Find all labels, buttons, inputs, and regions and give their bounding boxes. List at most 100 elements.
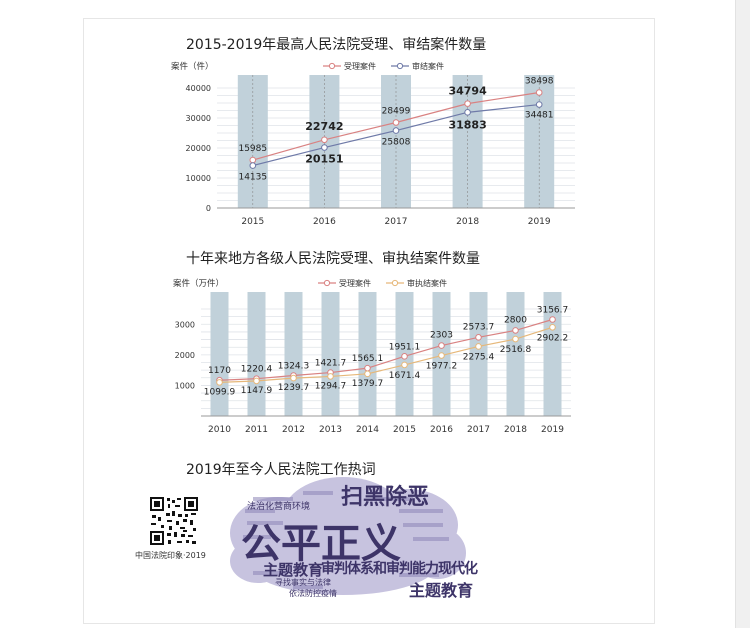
data-point xyxy=(549,323,556,331)
y-axis-label: 案件（件） xyxy=(171,61,214,72)
qr-caption: 中国法院印象·2019 xyxy=(135,551,206,560)
data-point xyxy=(401,353,408,360)
y-tick-label: 40000 xyxy=(186,84,211,93)
bar xyxy=(247,292,266,416)
data-point xyxy=(401,361,408,369)
data-label: 34794 xyxy=(448,85,487,98)
chart2-title: 十年来地方各级人民法院受理、审执结案件数量 xyxy=(186,251,480,267)
wordcloud-word: 扫黑除恶 xyxy=(341,484,430,510)
page-scrollbar[interactable] xyxy=(735,0,750,628)
data-label: 1147.9 xyxy=(241,386,273,396)
series-line xyxy=(219,326,553,383)
qr-code-icon xyxy=(150,497,198,545)
data-point xyxy=(392,119,400,126)
chart2: 1000 2000 3000 2010 2011 2012 2013 2014 2015 2016… xyxy=(173,278,571,435)
data-label: 1379.7 xyxy=(352,379,384,389)
data-point xyxy=(249,156,257,164)
data-point xyxy=(549,316,556,323)
data-point xyxy=(475,343,482,350)
x-tick-label: 2019 xyxy=(528,217,551,227)
x-tick-label: 2018 xyxy=(456,217,479,227)
wordcloud-word: 法治化营商环境 xyxy=(247,502,311,512)
x-tick-label: 2013 xyxy=(319,425,342,435)
qr-code[interactable] xyxy=(150,497,198,545)
x-tick-label: 2010 xyxy=(208,425,231,435)
data-label: 2902.2 xyxy=(537,333,569,343)
x-tick-label: 2011 xyxy=(245,425,268,435)
legend-entry: 受理案件 xyxy=(344,61,376,71)
data-point xyxy=(512,335,519,343)
bar xyxy=(469,292,488,416)
x-tick-label: 2018 xyxy=(504,425,527,435)
data-label: 1239.7 xyxy=(278,383,310,393)
bar xyxy=(321,292,340,416)
data-label: 1170 xyxy=(208,366,231,376)
data-point xyxy=(321,144,328,151)
data-label: 1324.3 xyxy=(278,362,310,372)
word-cloud-background xyxy=(230,477,466,595)
data-point xyxy=(249,162,257,169)
y-tick-label: 0 xyxy=(206,204,211,213)
x-tick-label: 2016 xyxy=(430,425,453,435)
x-tick-label: 2015 xyxy=(393,425,416,435)
data-label: 31883 xyxy=(448,118,486,131)
wordcloud-word: 寻找事实与法律 xyxy=(275,578,331,587)
data-point xyxy=(438,342,445,349)
data-label: 14135 xyxy=(238,173,267,183)
wordcloud-word-big: 公平正义 xyxy=(241,520,401,567)
bar xyxy=(524,75,555,208)
x-tick-label: 2016 xyxy=(313,217,336,227)
chart1: 0 10000 20000 30000 40000 2015 2016 2017 2018 201… xyxy=(171,61,575,227)
series-line xyxy=(219,318,553,381)
data-label: 28499 xyxy=(382,107,411,117)
data-point xyxy=(392,127,400,134)
data-point xyxy=(253,377,260,385)
data-label: 1977.2 xyxy=(426,362,458,372)
data-label: 2516.8 xyxy=(500,345,532,355)
bar xyxy=(452,75,483,208)
data-label: 1951.1 xyxy=(389,342,421,352)
data-label: 2303 xyxy=(430,331,453,341)
y-tick-label: 3000 xyxy=(175,320,195,329)
data-point xyxy=(464,100,471,107)
chart1-title: 2015-2019年最高人民法院受理、审结案件数量 xyxy=(186,37,487,53)
x-tick-label: 2019 xyxy=(541,425,564,435)
legend-entry: 受理案件 xyxy=(339,278,371,288)
data-label: 1220.4 xyxy=(241,365,273,375)
legend-entry: 审结案件 xyxy=(412,61,444,71)
x-tick-label: 2017 xyxy=(385,217,408,227)
data-label: 2275.4 xyxy=(463,352,495,362)
data-point xyxy=(321,136,328,144)
word-cloud: 公平正义 扫黑除恶 主题教育 审判体系和审判能力现代化 主题教育 法治化营商环境… xyxy=(223,475,478,603)
data-label: 22742 xyxy=(305,120,343,133)
data-label: 20151 xyxy=(305,153,343,166)
data-label: 1671.4 xyxy=(389,371,421,381)
data-point xyxy=(475,334,482,341)
legend-marker xyxy=(328,62,336,70)
data-point xyxy=(364,364,371,372)
data-point xyxy=(535,101,543,108)
data-point xyxy=(290,374,297,382)
data-point xyxy=(364,370,371,378)
legend-marker xyxy=(323,279,331,287)
bar xyxy=(381,75,411,208)
data-label: 2800 xyxy=(504,315,527,325)
data-label: 1421.7 xyxy=(315,359,347,369)
bar xyxy=(237,75,268,208)
data-label: 38498 xyxy=(525,77,554,87)
data-label: 3156.7 xyxy=(537,305,569,315)
bar xyxy=(210,292,229,416)
bar xyxy=(506,292,525,416)
x-tick-label: 2015 xyxy=(241,217,264,227)
legend-marker xyxy=(396,62,404,70)
bar xyxy=(284,292,303,416)
y-tick-label: 2000 xyxy=(175,351,195,360)
data-label: 1099.9 xyxy=(204,387,236,397)
bar xyxy=(358,292,377,416)
data-label: 1294.7 xyxy=(315,381,347,391)
data-label: 1565.1 xyxy=(352,354,384,364)
data-label: 15985 xyxy=(238,144,267,154)
x-tick-label: 2017 xyxy=(467,425,490,435)
data-point xyxy=(512,327,519,334)
data-point xyxy=(327,373,334,380)
